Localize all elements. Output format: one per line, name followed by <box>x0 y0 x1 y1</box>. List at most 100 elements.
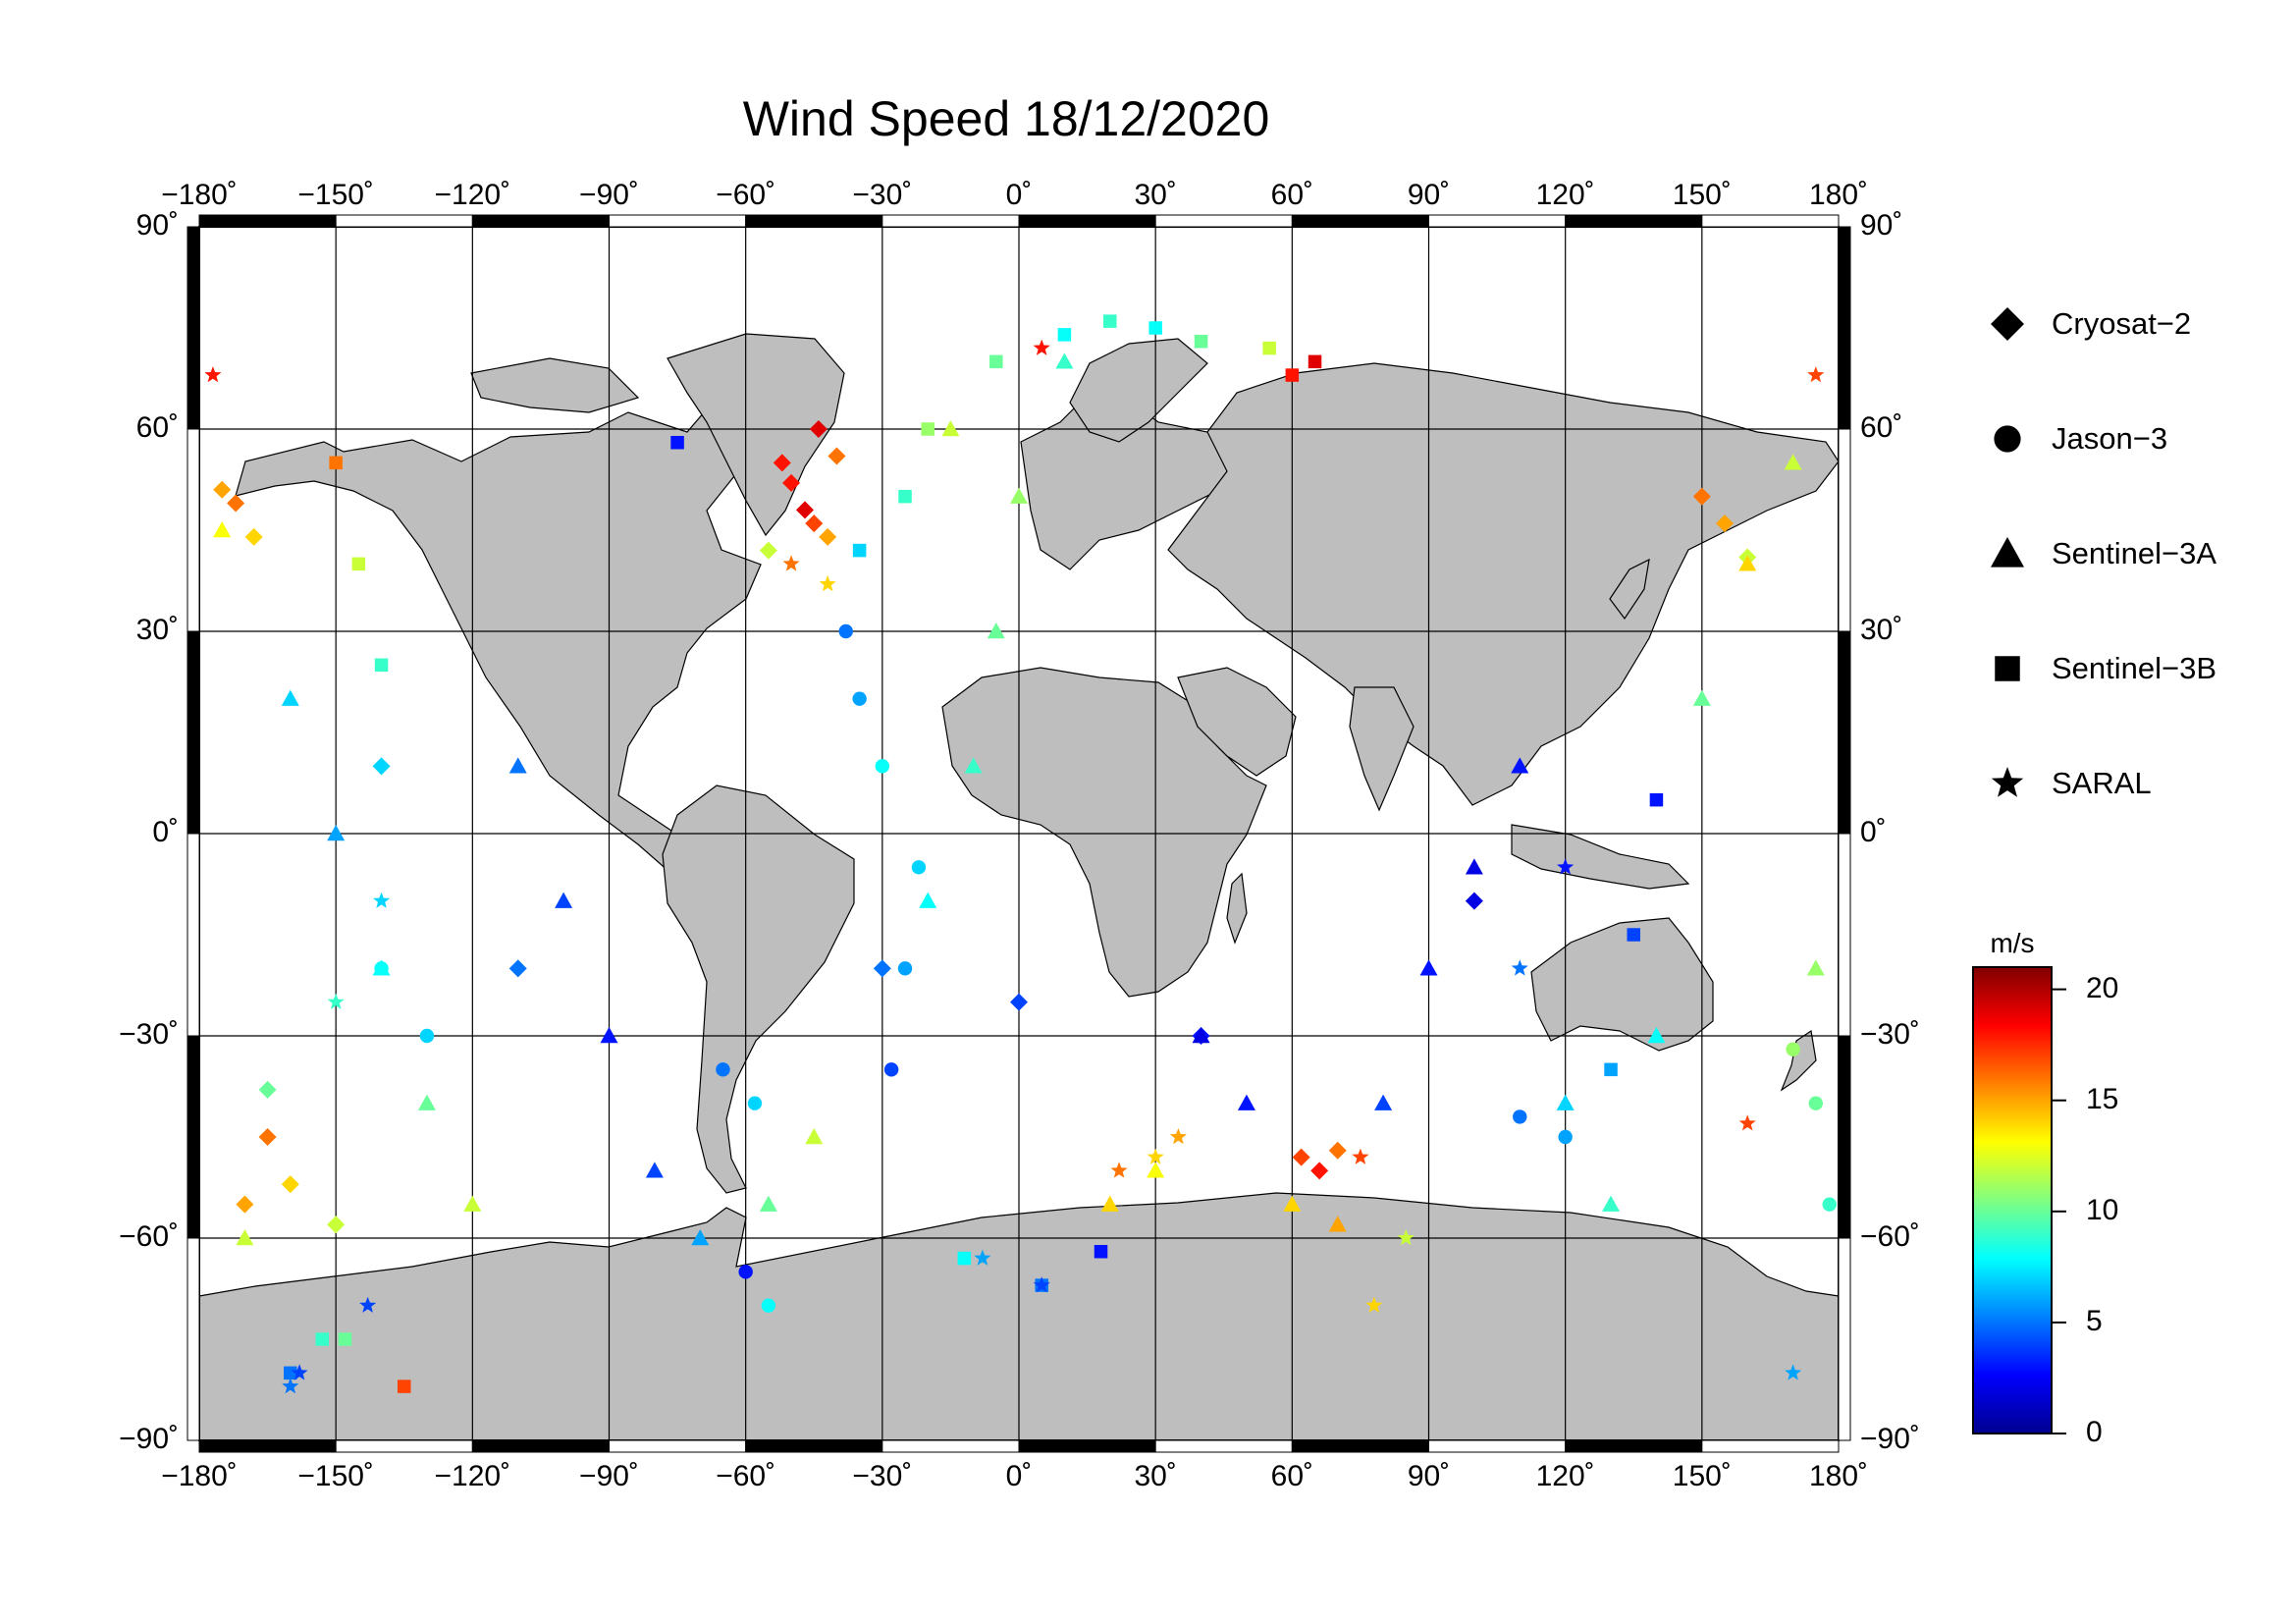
longitude-tick-label: −180˚ <box>161 179 238 211</box>
frame-bar-top <box>609 214 747 228</box>
legend-item: Jason−3 <box>1983 409 2167 468</box>
longitude-tick-label: 90˚ <box>1407 1460 1451 1492</box>
observation-point <box>281 1175 299 1194</box>
observation-point <box>809 420 828 438</box>
frame-bar-right <box>1838 630 1851 835</box>
observation-point <box>911 860 927 875</box>
japan <box>1609 558 1650 621</box>
observation-point <box>1283 1195 1302 1212</box>
frame-bar-top <box>1154 214 1293 228</box>
longitude-tick-label: 180˚ <box>1808 179 1869 211</box>
latitude-tick-label: 90˚ <box>135 209 179 242</box>
observation-point <box>1513 1109 1527 1124</box>
observation-point <box>1328 1216 1347 1232</box>
observation-point <box>372 959 391 976</box>
longitude-tick-label: 60˚ <box>1270 1460 1313 1492</box>
observation-point <box>1055 352 1074 369</box>
longitude-tick-label: 150˚ <box>1672 1460 1732 1492</box>
observation-point <box>213 521 232 538</box>
observation-point <box>1010 487 1028 504</box>
frame-bar-right <box>1838 833 1851 1037</box>
observation-point <box>1310 1162 1329 1180</box>
frame-bar-top <box>1018 214 1156 228</box>
observation-point <box>284 1366 297 1380</box>
greenland <box>667 333 845 537</box>
square-icon <box>1983 644 2032 693</box>
frame-bar-bottom <box>745 1439 883 1453</box>
observation-point <box>759 1195 777 1212</box>
observation-point <box>417 1094 436 1110</box>
longitude-tick-label: −60˚ <box>716 179 776 211</box>
observation-point <box>1647 1027 1666 1044</box>
frame-bar-right <box>1838 1035 1851 1239</box>
frame-bar-bottom <box>1018 1439 1156 1453</box>
legend-item: SARAL <box>1983 754 2152 813</box>
longitude-tick-label: 0˚ <box>1005 1460 1033 1492</box>
observation-point <box>795 501 814 519</box>
latitude-tick-label: −90˚ <box>119 1423 179 1455</box>
latitude-tick-label: 0˚ <box>152 816 179 848</box>
star-icon <box>1983 759 2032 808</box>
observation-point <box>1786 1042 1800 1056</box>
observation-point <box>964 757 983 774</box>
longitude-tick-label: −150˚ <box>297 1460 374 1492</box>
observation-point <box>1194 334 1208 349</box>
observation-point <box>1558 1129 1573 1145</box>
observation-point <box>338 1332 352 1346</box>
longitude-tick-label: −30˚ <box>852 179 913 211</box>
frame-bar-top <box>471 214 611 228</box>
latitude-tick-label: 90˚ <box>1860 209 1903 242</box>
observation-point <box>716 1062 730 1077</box>
latitude-tick-label: 30˚ <box>135 614 179 646</box>
observation-point <box>1738 1114 1756 1131</box>
observation-point <box>1365 1296 1383 1313</box>
frame-bar-right <box>1838 428 1851 632</box>
observation-point <box>1397 1229 1415 1246</box>
observation-point <box>1033 339 1050 355</box>
frame-bar-bottom <box>1701 1439 1840 1453</box>
observation-point <box>327 1216 346 1234</box>
observation-point <box>1808 1096 1824 1110</box>
legend-label: Cryosat−2 <box>2052 306 2192 341</box>
latitude-tick-label: −30˚ <box>1860 1018 1920 1051</box>
observation-point <box>291 1364 308 1380</box>
frame-bar-top <box>1701 214 1840 228</box>
latitude-tick-label: −60˚ <box>1860 1220 1920 1253</box>
observation-point <box>315 1332 329 1346</box>
observation-point <box>1557 858 1575 875</box>
observation-point <box>974 1249 991 1266</box>
observation-point <box>463 1195 482 1212</box>
frame-bar-right <box>1838 226 1851 430</box>
observation-point <box>782 473 801 492</box>
observation-points <box>204 314 1837 1394</box>
observation-point <box>1692 487 1711 506</box>
frame-bar-top <box>1291 214 1430 228</box>
frame-bar-top <box>1565 214 1703 228</box>
observation-point <box>1738 555 1757 571</box>
longitude-tick-label: 180˚ <box>1808 1460 1869 1492</box>
colorbar-unit: m/s <box>1990 928 2035 958</box>
observation-point <box>1806 959 1825 976</box>
observation-point <box>1649 792 1664 807</box>
observation-point <box>1057 328 1072 342</box>
observation-point <box>508 959 527 978</box>
frame-bar-left <box>187 833 200 1037</box>
observation-point <box>898 489 912 504</box>
observation-point <box>1511 959 1528 976</box>
legend-item: Cryosat−2 <box>1983 295 2191 353</box>
frame-bar-top <box>335 214 473 228</box>
observation-point <box>883 1062 899 1077</box>
observation-point <box>398 1380 411 1393</box>
observation-point <box>782 555 800 571</box>
observation-point <box>773 454 791 472</box>
observation-point <box>1285 368 1300 382</box>
observation-point <box>819 574 836 592</box>
legend-label: SARAL <box>2052 766 2152 800</box>
observation-point <box>761 1298 776 1313</box>
legend-item: Sentinel−3B <box>1983 639 2216 698</box>
observation-point <box>1692 689 1711 706</box>
colorbar <box>1972 966 2053 1434</box>
frame-bar-bottom <box>1291 1439 1430 1453</box>
frame-bar <box>187 214 1851 1453</box>
